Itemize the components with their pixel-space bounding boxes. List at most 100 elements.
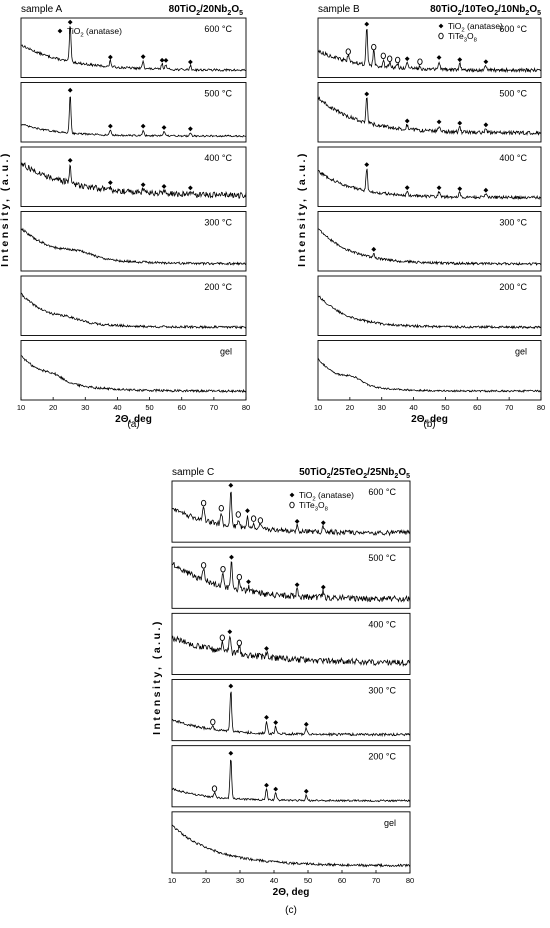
- titte3o8-peak-marker: [210, 718, 216, 726]
- xrd-pattern-line: [20, 355, 247, 394]
- titte3o8-peak-marker: [250, 515, 257, 522]
- anatase-peak-marker: [187, 185, 193, 191]
- x-tick-label: 60: [473, 403, 481, 412]
- series-label: gel: [515, 347, 527, 357]
- x-axis-label: 2Θ, deg: [411, 414, 448, 425]
- series-label: 200 °C: [499, 282, 527, 292]
- pattern-box: [171, 679, 411, 742]
- anatase-peak-marker: [163, 57, 169, 63]
- anatase-peak-marker: [245, 508, 250, 514]
- sample-label: sample C: [172, 467, 214, 478]
- titte3o8-peak-marker: [200, 499, 207, 507]
- sample-label: sample B: [318, 4, 360, 15]
- pattern-box: [20, 17, 247, 78]
- titte3o8-peak-marker: [417, 58, 423, 65]
- series-label: 300 °C: [204, 218, 232, 228]
- pattern-box: [317, 340, 542, 401]
- anatase-peak-marker: [264, 714, 269, 720]
- series-label: 400 °C: [499, 153, 527, 163]
- x-axis-label: 2Θ, deg: [273, 887, 310, 898]
- anatase-peak-marker: [364, 162, 370, 168]
- anatase-peak-marker: [107, 123, 113, 129]
- x-tick-label: 50: [441, 403, 449, 412]
- anatase-peak-marker: [159, 57, 165, 63]
- pattern-box: [20, 211, 247, 272]
- series-label: 500 °C: [499, 89, 527, 99]
- sample-label: sample A: [21, 4, 62, 15]
- xrd-pattern-line: [171, 491, 411, 537]
- titte3o8-peak-marker: [235, 511, 241, 518]
- titte3o8-peak-marker: [211, 785, 218, 792]
- xrd-pattern-line: [20, 26, 247, 73]
- panel-label: (a): [127, 419, 139, 430]
- anatase-peak-marker: [303, 788, 309, 794]
- legend-label: TiTe3O8: [299, 500, 329, 512]
- x-tick-label: 50: [304, 876, 312, 885]
- pattern-box: [317, 275, 542, 336]
- x-tick-label: 10: [314, 403, 322, 412]
- titte3o8-peak-marker: [394, 56, 401, 64]
- anatase-peak-marker: [457, 120, 463, 126]
- titte3o8-peak-marker: [219, 634, 225, 642]
- titte3o8-peak-marker: [236, 573, 242, 581]
- legend-label: TiO2 (anatase): [299, 490, 354, 502]
- anatase-peak-marker: [140, 182, 146, 188]
- series-label: 200 °C: [368, 752, 396, 762]
- pattern-box: [317, 211, 542, 272]
- anatase-peak-marker: [246, 579, 251, 585]
- series-label: 300 °C: [499, 218, 527, 228]
- anatase-peak-marker: [161, 184, 167, 189]
- anatase-peak-marker: [404, 56, 410, 62]
- anatase-peak-marker: [67, 19, 73, 25]
- xrd-pattern-line: [317, 168, 542, 201]
- anatase-peak-marker: [457, 57, 463, 63]
- series-label: 500 °C: [368, 553, 396, 563]
- anatase-peak-marker: [140, 54, 146, 60]
- anatase-peak-marker: [483, 59, 489, 65]
- anatase-peak-marker: [187, 59, 193, 65]
- series-label: 600 °C: [499, 24, 527, 34]
- pattern-box: [317, 17, 542, 78]
- legend-circle-marker: [438, 32, 444, 40]
- xrd-pattern-line: [20, 227, 247, 266]
- titte3o8-peak-marker: [345, 48, 351, 55]
- panel-label: (c): [285, 905, 297, 916]
- titte3o8-peak-marker: [371, 43, 377, 51]
- anatase-peak-marker: [228, 683, 234, 689]
- xrd-pattern-line: [20, 162, 247, 199]
- chart-title: 80TiO2/20Nb2O5: [169, 4, 243, 17]
- anatase-peak-marker: [436, 185, 442, 191]
- anatase-peak-marker: [107, 180, 113, 185]
- xrd-pattern-line: [317, 96, 542, 136]
- panel-label: (b): [423, 419, 435, 430]
- x-tick-label: 70: [210, 403, 218, 412]
- anatase-peak-marker: [294, 518, 300, 524]
- anatase-peak-marker: [303, 721, 309, 727]
- anatase-peak-marker: [483, 122, 489, 128]
- anatase-peak-marker: [67, 157, 73, 163]
- y-axis-label: Intensity, (a.u.): [151, 619, 163, 735]
- legend-label: TiTe3O8: [448, 31, 478, 43]
- anatase-peak-marker: [364, 91, 370, 97]
- anatase-peak-marker: [294, 582, 300, 588]
- pattern-box: [20, 340, 247, 401]
- titte3o8-peak-marker: [236, 639, 242, 647]
- series-label: 200 °C: [204, 282, 232, 292]
- x-tick-label: 20: [346, 403, 354, 412]
- anatase-peak-marker: [320, 520, 326, 526]
- anatase-peak-marker: [264, 782, 269, 788]
- chart-title: 50TiO2/25TeO2/25Nb2O5: [299, 467, 410, 480]
- x-tick-label: 60: [338, 876, 346, 885]
- chart-title: 80TiO2/10TeO2/10Nb2O5: [430, 4, 541, 17]
- x-tick-label: 70: [505, 403, 513, 412]
- pattern-box: [317, 82, 542, 143]
- x-tick-label: 40: [270, 876, 278, 885]
- series-label: 400 °C: [204, 153, 232, 163]
- legend-diamond-marker: [289, 492, 295, 498]
- titte3o8-peak-marker: [200, 562, 207, 569]
- xrd-pattern-line: [171, 759, 411, 803]
- pattern-box: [171, 745, 411, 808]
- pattern-box: [171, 480, 411, 543]
- x-tick-label: 80: [242, 403, 250, 412]
- legend-label: TiO2 (anatase): [67, 26, 122, 38]
